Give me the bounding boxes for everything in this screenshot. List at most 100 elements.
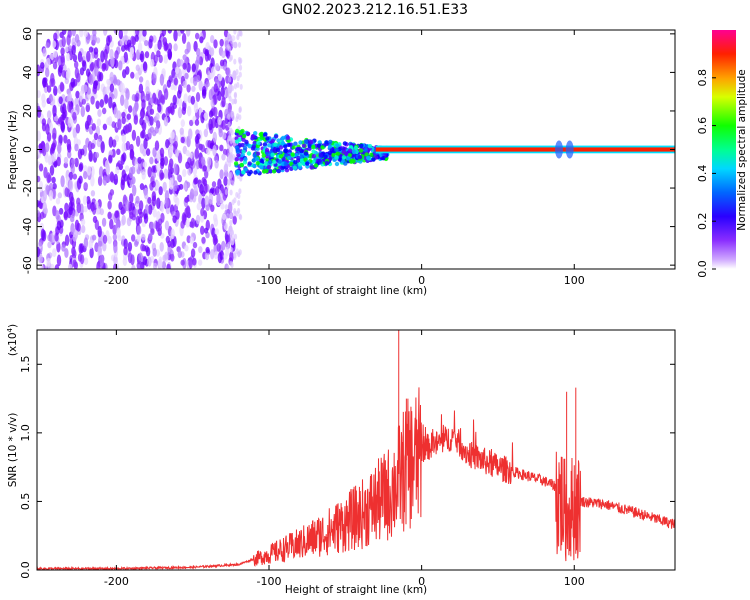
spectrogram-cell (213, 83, 218, 93)
y-tick-label: 40 (21, 65, 34, 79)
spectrogram-cell (48, 182, 54, 192)
spectrogram-cell (52, 61, 58, 70)
spectrogram-cell (177, 89, 182, 99)
spectrogram-cell (180, 119, 185, 128)
figure-title: GN02.2023.212.16.51.E33 (281, 2, 469, 18)
spectrogram-cell (83, 257, 89, 266)
spectrogram-cell (228, 201, 233, 214)
spectrogram-cell (311, 149, 316, 154)
spectrogram-cell (293, 141, 298, 146)
spectrogram-cell (113, 173, 119, 186)
colorbar-ticks: 0.0 0.2 0.4 0.6 0.8 (696, 69, 716, 278)
spectrogram-cell (267, 143, 272, 148)
spectrogram-cell (213, 39, 218, 49)
spectrogram-cell (132, 184, 137, 197)
spectrogram-cell (174, 148, 180, 158)
spectrogram-cell (364, 152, 369, 157)
spectrogram-cell (287, 155, 292, 160)
spectrogram-cell (133, 115, 138, 125)
spectrogram-cell (37, 199, 40, 208)
x-tick-label: -100 (257, 575, 282, 588)
spectrogram-cell (212, 234, 218, 246)
spectrogram-cell (172, 215, 177, 224)
spectrogram-cell (145, 86, 150, 95)
spectrogram-cell (87, 141, 93, 152)
spectrogram-cell (58, 134, 63, 144)
spectrogram-cell (37, 64, 41, 77)
spectrogram-cell (58, 207, 64, 215)
spectrogram-cell (42, 47, 47, 57)
spectrogram-cell (128, 167, 134, 179)
spectrogram-cell (74, 219, 80, 231)
spectrogram-cell (86, 50, 91, 63)
y-tick-label: -40 (21, 218, 34, 236)
spectrogram-cell (219, 38, 224, 47)
spectrogram-cell (134, 100, 139, 112)
y-tick-label: 1.5 (19, 356, 32, 374)
spectrogram-cell (229, 153, 233, 160)
spectrogram-cell (70, 215, 75, 223)
spectrogram-cell (212, 131, 217, 143)
spectrogram-cell (229, 251, 234, 263)
spectrogram-cell (64, 248, 69, 258)
spectrogram-cell (159, 242, 164, 252)
spectrogram-cell (238, 131, 243, 136)
spectrogram-cell (143, 187, 149, 200)
spectrogram-cell (77, 51, 83, 63)
spectrogram-cell (92, 34, 97, 44)
spectrogram-cell (156, 162, 161, 171)
spectrogram-cell (245, 131, 251, 136)
colorbar-label: Normalized spectral amplitude (736, 69, 748, 230)
spectrogram-cell (64, 234, 70, 247)
spectrogram-cell (88, 150, 93, 162)
spectrogram-cell (293, 160, 298, 165)
spectrogram-cell (160, 201, 165, 213)
spectrogram-cell (108, 150, 114, 157)
spectrogram-cell (43, 77, 48, 84)
spectrogram-cell (202, 178, 208, 187)
spectrogram-cell (71, 44, 76, 56)
spectrogram-cell (348, 158, 354, 164)
y-tick-label: -20 (21, 179, 34, 197)
spectrogram-cell (182, 62, 187, 70)
spectrogram-cell (192, 241, 198, 249)
spectrogram-cell (64, 46, 69, 53)
spectrogram-cell (156, 50, 161, 58)
spectrogram-cell (184, 244, 189, 252)
spectrogram-cell (147, 256, 152, 267)
spectrogram-cell (38, 240, 43, 247)
spectrogram-cell (140, 108, 145, 119)
spectrogram-cell (228, 177, 232, 184)
spectrogram-cell (57, 143, 62, 154)
spectrogram-cell (59, 81, 64, 92)
spectrogram-cell (160, 172, 165, 180)
spectrogram-cell (237, 200, 241, 206)
spectrogram-cell (90, 175, 95, 187)
spectrogram-cell (157, 223, 162, 232)
spectrogram-cell (106, 78, 111, 85)
spectrogram-cell (229, 246, 234, 253)
colorbar-tick-label: 0.0 (696, 260, 709, 278)
y-tick-label: -60 (21, 256, 34, 274)
spectrogram-cell (234, 157, 239, 162)
spectrogram-cell (318, 152, 324, 158)
spectrogram-cell (189, 119, 194, 127)
spectrogram-cell (192, 257, 197, 266)
spectrogram-cell (100, 141, 105, 154)
spectrogram-cell (200, 207, 205, 217)
spectrogram-cell (214, 63, 220, 71)
spectrogram-cell (97, 225, 102, 238)
spectrogram-cell (230, 85, 235, 92)
spectrogram-cell (206, 165, 211, 172)
spectrogram-cell (290, 152, 295, 157)
spectrogram-cell (177, 106, 183, 119)
y-tick-label: 0.5 (19, 493, 32, 511)
spectrogram-cell (224, 189, 228, 196)
spectrogram-cell (117, 118, 122, 130)
spectrogram-cell (86, 87, 92, 95)
spectrogram-cell (98, 72, 104, 82)
spectrogram-cell (109, 71, 114, 82)
spectrogram-cell (200, 156, 205, 164)
spectrogram-cell (74, 143, 79, 152)
spectrogram-cell (144, 40, 149, 47)
